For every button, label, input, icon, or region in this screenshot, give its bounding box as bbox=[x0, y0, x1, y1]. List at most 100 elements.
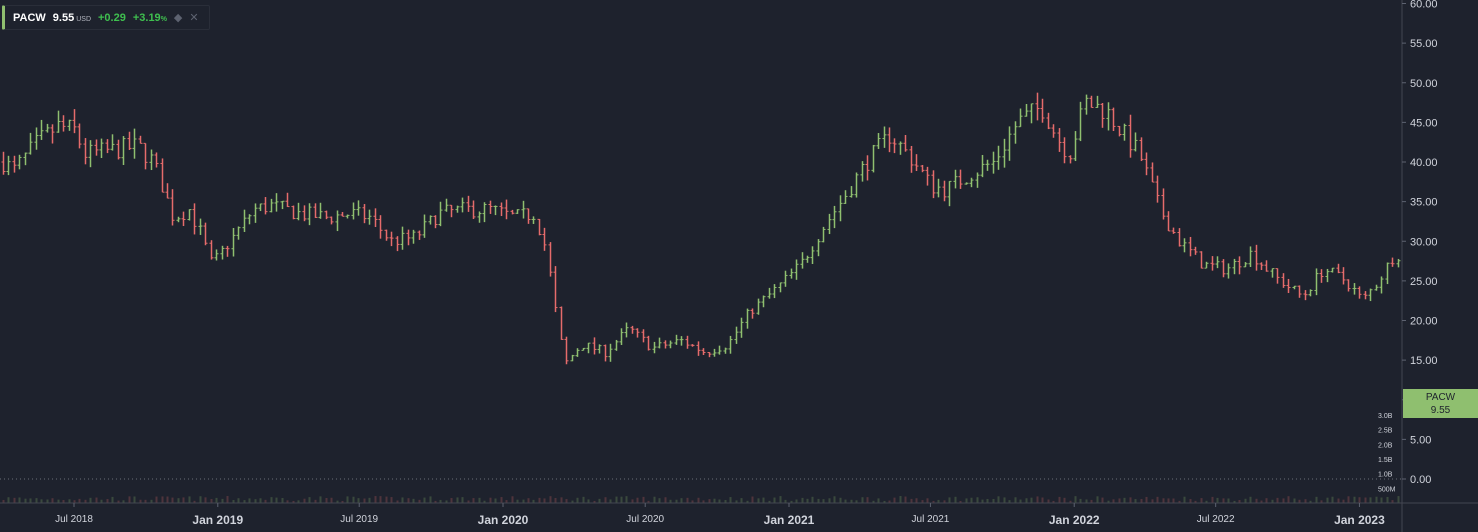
ohlc-bar bbox=[570, 354, 575, 362]
ohlc-bar bbox=[1007, 126, 1012, 161]
volume-bar bbox=[1386, 496, 1389, 503]
volume-bar bbox=[883, 500, 886, 503]
volume-bar bbox=[483, 500, 486, 503]
volume-bar bbox=[855, 500, 858, 503]
ohlc-bar bbox=[367, 209, 372, 225]
price-tick-label: 5.00 bbox=[1410, 434, 1431, 446]
ohlc-bar bbox=[280, 200, 285, 210]
price-tick-label: 15.00 bbox=[1410, 355, 1438, 367]
ohlc-bar bbox=[1210, 256, 1215, 271]
volume-bar bbox=[636, 497, 639, 503]
ohlc-bar bbox=[351, 202, 356, 220]
volume-bar bbox=[210, 498, 213, 503]
volume-bar bbox=[1145, 496, 1148, 503]
ohlc-bar bbox=[1319, 269, 1324, 283]
volume-bar bbox=[68, 499, 71, 503]
volume-bar bbox=[429, 496, 432, 503]
price-tick-label: 50.00 bbox=[1410, 78, 1438, 90]
volume-bar bbox=[1162, 498, 1165, 503]
ohlc-bars bbox=[1, 92, 1401, 365]
volume-bar bbox=[549, 496, 552, 503]
ohlc-bar bbox=[170, 189, 175, 226]
ohlc-bar bbox=[1182, 238, 1187, 253]
ohlc-bar bbox=[1040, 98, 1045, 123]
volume-bar bbox=[1369, 497, 1372, 503]
eye-off-icon[interactable]: ◆ bbox=[173, 12, 183, 24]
ohlc-bar bbox=[1286, 278, 1291, 294]
ohlc-bar bbox=[236, 226, 241, 240]
volume-bar bbox=[1358, 497, 1361, 503]
ohlc-bar bbox=[821, 226, 826, 243]
volume-bar bbox=[489, 497, 492, 503]
volume-bar bbox=[718, 499, 721, 503]
ohlc-bar bbox=[143, 142, 148, 170]
ohlc-bar bbox=[1204, 261, 1209, 269]
volume-bar bbox=[439, 499, 442, 503]
volume-bar bbox=[751, 496, 754, 503]
ohlc-bar bbox=[1226, 263, 1231, 279]
ohlc-bar bbox=[1275, 268, 1280, 284]
ohlc-bar bbox=[1346, 279, 1351, 292]
ohlc-bar bbox=[313, 203, 318, 218]
volume-bar bbox=[357, 498, 360, 503]
ohlc-bar bbox=[1073, 131, 1078, 162]
ohlc-bar bbox=[274, 193, 279, 212]
legend-change-pct: +3.19% bbox=[132, 11, 167, 24]
volume-bar bbox=[910, 498, 913, 503]
volume-bar bbox=[921, 500, 924, 503]
volume-bar bbox=[1244, 498, 1247, 503]
ohlc-bar bbox=[72, 109, 77, 134]
volume-bar bbox=[237, 498, 240, 503]
volume-bar bbox=[78, 498, 81, 503]
volume-bar bbox=[423, 497, 426, 503]
volume-bar bbox=[434, 500, 437, 503]
volume-bar bbox=[259, 498, 262, 503]
legend-symbol[interactable]: PACW bbox=[13, 11, 46, 24]
ohlc-bar bbox=[871, 144, 876, 173]
volume-bar bbox=[746, 500, 749, 503]
volume-bar bbox=[1375, 496, 1378, 503]
ohlc-bar bbox=[958, 169, 963, 189]
volume-bar bbox=[286, 500, 289, 503]
ohlc-bar bbox=[1374, 284, 1379, 291]
volume-bar bbox=[1216, 497, 1219, 503]
volume-bar bbox=[1342, 499, 1345, 503]
ohlc-bar bbox=[318, 202, 323, 219]
volume-bar bbox=[62, 500, 65, 503]
volume-bar bbox=[352, 496, 355, 503]
ohlc-bar bbox=[887, 127, 892, 153]
ohlc-bar bbox=[1078, 101, 1083, 142]
volume-bar bbox=[664, 497, 667, 503]
ohlc-bar bbox=[83, 138, 88, 165]
ohlc-bar bbox=[745, 308, 750, 329]
symbol-legend[interactable]: PACW 9.55 USD +0.29 +3.19% ◆ ✕ bbox=[2, 5, 210, 30]
ohlc-bar bbox=[701, 348, 706, 356]
volume-bar bbox=[188, 496, 191, 503]
ohlc-bar bbox=[537, 218, 542, 236]
volume-bar bbox=[625, 496, 628, 503]
time-axis[interactable]: Jul 2018 Jan 2019 Jul 2019 Jan 2020 Jul 2020… bbox=[55, 503, 1385, 527]
ohlc-bar bbox=[220, 245, 225, 260]
ohlc-bar bbox=[99, 138, 104, 159]
ohlc-bar bbox=[1243, 262, 1248, 268]
volume-bar bbox=[100, 499, 103, 503]
ohlc-bar bbox=[1166, 211, 1171, 232]
close-icon[interactable]: ✕ bbox=[189, 12, 199, 24]
ohlc-bar bbox=[12, 155, 17, 173]
volume-bar bbox=[270, 497, 273, 503]
volume-bar bbox=[893, 497, 896, 503]
volume-bar bbox=[735, 500, 738, 503]
volume-bar bbox=[757, 498, 760, 503]
volume-bar bbox=[877, 498, 880, 503]
time-tick-label: Jan 2022 bbox=[1049, 513, 1100, 527]
volume-layer bbox=[2, 496, 1400, 503]
ohlc-bar bbox=[756, 298, 761, 315]
ohlc-bar bbox=[1270, 268, 1275, 278]
ohlc-bar bbox=[1117, 125, 1122, 137]
ohlc-bar bbox=[181, 211, 186, 227]
volume-bar bbox=[1304, 499, 1307, 503]
volume-bar bbox=[806, 498, 809, 503]
ohlc-bar bbox=[345, 214, 350, 219]
